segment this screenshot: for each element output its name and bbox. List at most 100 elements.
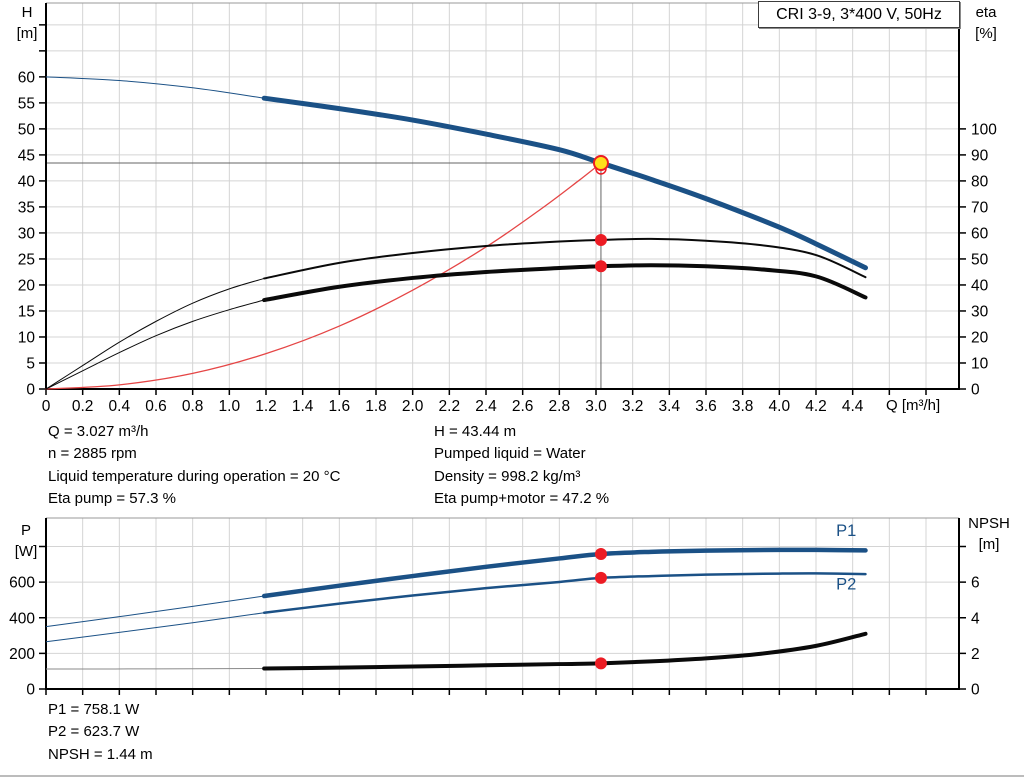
curve-label-p1: P1 — [836, 522, 856, 540]
npsh-axis-unit: [m] — [978, 536, 1000, 553]
tick-label-y-left: 600 — [9, 575, 35, 592]
right-axis-title-npsh: NPSH [m] — [958, 513, 1020, 555]
info-pumped-liquid: Pumped liquid = Water — [434, 445, 586, 463]
tick-label-y-left: 35 — [18, 199, 35, 216]
tick-label-y-right: 6 — [971, 575, 980, 592]
tick-label-x: 3.8 — [732, 398, 754, 415]
info-npsh: NPSH = 1.44 m — [48, 745, 153, 763]
h-axis-unit: [m] — [16, 25, 38, 42]
npsh-curve — [262, 631, 868, 671]
info-eta-pump: Eta pump = 57.3 % — [48, 490, 176, 508]
eta-pump-dot — [594, 233, 607, 246]
info-p2: P2 = 623.7 W — [48, 723, 140, 741]
chart-2: 0 200 400 600 0 2 4 6 P1 P2 — [9, 517, 980, 699]
tick-label-y-left: 55 — [18, 95, 35, 112]
tick-label-y-right: 100 — [971, 121, 997, 138]
p-axis-unit: [W] — [14, 543, 38, 560]
eta-axis-symbol: eta — [975, 4, 997, 21]
info-speed: n = 2885 rpm — [48, 445, 137, 463]
p2-curve-thin — [45, 612, 265, 643]
tick-label-y-right: 10 — [971, 355, 989, 372]
tick-label-y-left: 20 — [18, 277, 36, 294]
tick-label-y-right: 2 — [971, 646, 980, 663]
operating-info-block: Q = 3.027 m³/h n = 2885 rpm Liquid tempe… — [48, 421, 340, 511]
tick-label-x: 4.0 — [769, 398, 791, 415]
tick-label-x: 1.6 — [329, 398, 351, 415]
tick-label-y-left: 400 — [9, 610, 35, 627]
info-flow: Q = 3.027 m³/h — [48, 423, 149, 440]
tick-label-x: 1.2 — [255, 398, 277, 415]
tick-label-y-left: 60 — [18, 69, 36, 86]
duty-point[interactable] — [592, 155, 609, 172]
tick-label-y-right: 80 — [971, 173, 989, 190]
tick-label-x: 1.4 — [292, 398, 314, 415]
duty-info-block: H = 43.44 m Pumped liquid = Water Densit… — [434, 421, 609, 511]
tick-label-x: 2.0 — [402, 398, 424, 415]
tick-label-x: 1.8 — [365, 398, 387, 415]
eta-pump-motor-curve-thin — [45, 299, 265, 390]
tick-label-y-left: 0 — [26, 382, 35, 399]
tick-label-x: 2.8 — [549, 398, 571, 415]
tick-label-y-left: 30 — [18, 225, 36, 242]
tick-label-x: 0 — [42, 398, 51, 415]
tick-label-x: 1.0 — [219, 398, 241, 415]
tick-label-y-right: 70 — [971, 199, 989, 216]
tick-label-y-right: 20 — [971, 329, 989, 346]
tick-label-y-right: 0 — [971, 682, 980, 699]
right-axis-title-eta: eta [%] — [963, 2, 1009, 44]
npsh-dot — [594, 657, 607, 670]
tick-label-x: 2.2 — [439, 398, 461, 415]
tick-label-x: 4.4 — [842, 398, 864, 415]
info-liquid-temperature: Liquid temperature during operation = 20… — [48, 467, 341, 485]
tick-label-y-right: 4 — [971, 610, 980, 627]
tick-label-y-right: 50 — [971, 251, 989, 268]
eta-axis-unit: [%] — [975, 25, 997, 42]
eta-pump-motor-dot — [594, 260, 607, 273]
power-info-block: P1 = 758.1 W P2 = 623.7 W NPSH = 1.44 m — [48, 699, 153, 766]
info-p1: P1 = 758.1 W — [48, 701, 140, 718]
p2-dot — [594, 571, 607, 584]
eta-pump-motor-curve — [262, 263, 868, 303]
tick-label-x: 0.6 — [145, 398, 167, 415]
tick-label-y-right: 40 — [971, 277, 989, 294]
tick-label-x: 3.4 — [659, 398, 681, 415]
qh-curve — [261, 95, 868, 271]
left-axis-title-power: P [W] — [6, 520, 46, 562]
npsh-curve-thin — [45, 668, 265, 670]
curve-label-p2: P2 — [836, 576, 856, 594]
tick-label-y-left: 5 — [26, 355, 35, 372]
tick-label-y-left: 40 — [18, 173, 36, 190]
info-head: H = 43.44 m — [434, 423, 517, 440]
h-axis-symbol: H — [21, 4, 33, 21]
tick-label-x: 2.6 — [512, 398, 534, 415]
tick-label-x: 2.4 — [475, 398, 497, 415]
tick-label-x: 3.2 — [622, 398, 644, 415]
chart-1: 0 0.2 0.4 0.6 0.8 1.0 1.2 1.4 1.6 1.8 2.0 2.2 2.4 2.6… — [18, 2, 997, 415]
npsh-axis-symbol: NPSH — [968, 515, 1010, 532]
tick-label-y-left: 10 — [18, 329, 36, 346]
tick-label-y-right: 90 — [971, 147, 989, 164]
info-density: Density = 998.2 kg/m³ — [434, 467, 581, 485]
tick-label-x: 0.8 — [182, 398, 204, 415]
p1-curve-thin — [45, 595, 265, 628]
eta-pump-curve-thin — [45, 277, 265, 390]
system-curve — [45, 162, 602, 390]
tick-label-y-left: 15 — [18, 303, 35, 320]
tick-label-y-left: 50 — [18, 121, 36, 138]
q-axis-title: Q [m³/h] — [886, 397, 941, 414]
tick-label-y-right: 60 — [971, 225, 989, 242]
tick-label-x: 0.4 — [109, 398, 131, 415]
p-axis-symbol: P — [20, 522, 31, 539]
tick-label-y-left: 200 — [9, 646, 35, 663]
tick-label-x: 0.2 — [72, 398, 94, 415]
tick-label-y-left: 45 — [18, 147, 35, 164]
tick-label-x: 3.6 — [695, 398, 717, 415]
p1-dot — [594, 547, 607, 560]
tick-label-x: 3.0 — [585, 398, 607, 415]
tick-label-y-right: 0 — [971, 382, 980, 399]
p2-curve — [262, 572, 867, 615]
qh-curve-thin — [45, 76, 265, 99]
tick-label-y-left: 0 — [26, 682, 35, 699]
